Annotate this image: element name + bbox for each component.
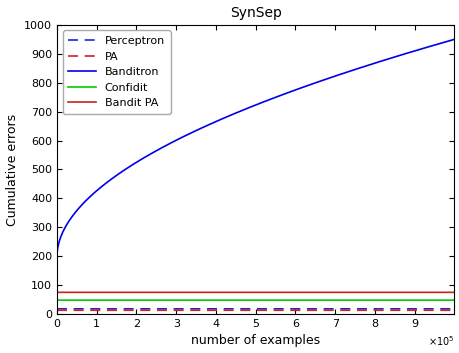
PA: [99, 308, 105, 312]
Bandit PA: [443, 290, 448, 294]
PA: [123, 308, 129, 312]
Banditron: [54, 254, 60, 258]
Text: $\times10^5$: $\times10^5$: [427, 334, 453, 348]
Bandit PA: [451, 290, 456, 294]
Confidit: [224, 298, 229, 302]
PA: [54, 308, 60, 312]
Confidit: [54, 298, 60, 302]
X-axis label: number of examples: number of examples: [191, 334, 319, 347]
Banditron: [400, 52, 406, 56]
Confidit: [99, 298, 105, 302]
Title: SynSep: SynSep: [230, 6, 281, 19]
Bandit PA: [54, 290, 60, 294]
Perceptron: [123, 307, 129, 311]
PA: [206, 308, 212, 312]
Perceptron: [206, 307, 212, 311]
PA: [400, 308, 406, 312]
Confidit: [123, 298, 129, 302]
Confidit: [443, 298, 448, 302]
Banditron: [99, 184, 105, 188]
Perceptron: [54, 307, 60, 311]
Banditron: [123, 167, 129, 171]
Bandit PA: [99, 290, 105, 294]
Perceptron: [400, 307, 406, 311]
PA: [443, 308, 448, 312]
Confidit: [206, 298, 212, 302]
Bandit PA: [224, 290, 229, 294]
Banditron: [206, 122, 212, 127]
PA: [224, 308, 229, 312]
Y-axis label: Cumulative errors: Cumulative errors: [6, 113, 18, 226]
Line: Banditron: Banditron: [57, 39, 453, 256]
Bandit PA: [123, 290, 129, 294]
Legend: Perceptron, PA, Banditron, Confidit, Bandit PA: Perceptron, PA, Banditron, Confidit, Ban…: [62, 30, 170, 114]
Perceptron: [224, 307, 229, 311]
Perceptron: [443, 307, 448, 311]
Banditron: [224, 115, 229, 119]
Perceptron: [99, 307, 105, 311]
Perceptron: [451, 307, 456, 311]
Banditron: [451, 37, 456, 41]
Confidit: [400, 298, 406, 302]
Confidit: [451, 298, 456, 302]
Banditron: [443, 40, 448, 44]
Bandit PA: [400, 290, 406, 294]
PA: [451, 308, 456, 312]
Bandit PA: [206, 290, 212, 294]
